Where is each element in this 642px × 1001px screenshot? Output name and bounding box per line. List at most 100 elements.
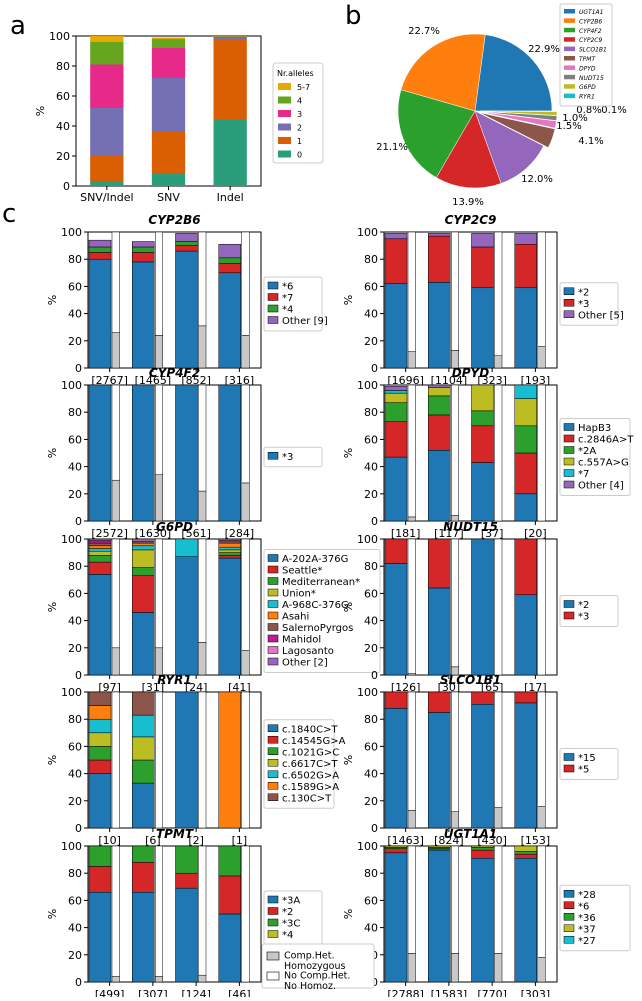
c-dpyd-bar-segment	[385, 403, 407, 422]
c-ugt1a1-bar-segment	[515, 854, 537, 858]
c-dpyd-bar-segment	[515, 385, 537, 399]
a-legend-swatch	[278, 137, 291, 144]
c-dpyd-legend-label: *7	[578, 469, 589, 480]
c-dpyd-bar-segment	[472, 426, 494, 463]
a-ytick-label: 80	[56, 60, 70, 73]
c-dpyd-ytick-label: 80	[364, 406, 378, 419]
pie-legend-label: RYR1	[579, 94, 595, 101]
c-cyp2b6-zyg-nohomoz	[199, 232, 207, 326]
c-ryr1-bar-segment	[89, 760, 111, 774]
c-tpmt-legend-swatch	[268, 919, 278, 926]
c-cyp2b6-ytick-label: 100	[61, 226, 82, 239]
c-cyp2c9-bar-segment	[515, 233, 537, 244]
c-cyp4f2-zyg-nohomoz	[112, 385, 120, 480]
c-cyp2b6-legend-label: *4	[282, 305, 293, 316]
c-ryr1-legend-label: c.1021G>C	[282, 747, 339, 758]
c-cyp2b6-zyg-homoz	[112, 333, 120, 368]
c-cyp2c9-zyg-homoz	[495, 356, 503, 368]
c-g6pd-ytick-label: 80	[68, 560, 82, 573]
c-ryr1-legend-label: c.1589G>A	[282, 782, 339, 793]
zyg-legend-swatch	[267, 972, 279, 980]
c-g6pd-zyg-nohomoz	[112, 539, 120, 648]
c-cyp4f2-ytick-label: 100	[61, 379, 82, 392]
c-ugt1a1-legend-label: *36	[578, 913, 596, 924]
c-ugt1a1-zyg-nohomoz	[538, 846, 546, 958]
c-ryr1-ytick-label: 60	[68, 740, 82, 753]
c-dpyd-legend-swatch	[564, 458, 574, 465]
a-legend-swatch	[278, 151, 291, 158]
panel-label-a: a	[10, 11, 26, 41]
c-dpyd-zyg-nohomoz	[408, 385, 416, 517]
c-dpyd-bar-segment	[428, 388, 450, 396]
c-g6pd-zyg-nohomoz	[242, 539, 250, 651]
c-cyp2c9-bar-segment	[428, 233, 450, 236]
a-bar-0	[214, 120, 247, 186]
a-ytick-label: 40	[56, 120, 70, 133]
c-g6pd-bar-segment	[132, 546, 154, 550]
c-slco1b1-ylabel: %	[342, 755, 355, 765]
c-g6pd-bar-segment	[219, 555, 241, 558]
c-g6pd-legend-swatch	[268, 635, 278, 642]
c-dpyd-ytick-label: 100	[357, 379, 378, 392]
a-bar-5-7	[152, 38, 185, 40]
c-ugt1a1-ylabel: %	[342, 909, 355, 919]
c-nudt15-ytick-label: 80	[364, 560, 378, 573]
c-slco1b1-legend-swatch	[564, 754, 574, 761]
c-slco1b1-zyg-nohomoz	[495, 692, 503, 808]
c-dpyd-legend-label: c.2846A>T	[578, 435, 634, 446]
c-ugt1a1-bar-segment	[472, 847, 494, 850]
c-dpyd-ytick-label: 60	[364, 433, 378, 446]
c-ryr1-bar-segment	[89, 733, 111, 747]
c-nudt15-zyg-nohomoz	[495, 539, 503, 675]
a-bar-4	[152, 39, 185, 48]
c-cyp2b6-ytick-label: 0	[75, 362, 82, 375]
c-cyp2b6-zyg-nohomoz	[155, 232, 163, 335]
c-slco1b1-zyg-homoz	[495, 808, 503, 828]
c-cyp2c9-legend-label: *3	[578, 299, 589, 310]
c-ugt1a1-zyg-homoz	[538, 958, 546, 982]
c-cyp4f2-ytick-label: 60	[68, 433, 82, 446]
c-tpmt-bar-segment	[176, 846, 198, 873]
c-g6pd-bar-segment	[132, 568, 154, 576]
pie-pct-cyp4f2: 21.1%	[376, 142, 408, 153]
pie-legend-swatch	[564, 37, 575, 42]
c-slco1b1-bar-segment	[515, 692, 537, 703]
c-tpmt-ytick-label: 60	[68, 894, 82, 907]
c-g6pd-legend-label: Lagosanto	[282, 646, 334, 657]
zyg-legend-label: No Comp.Het.No Homoz.	[284, 971, 350, 992]
c-dpyd-zyg-nohomoz	[495, 385, 503, 521]
c-g6pd-legend-swatch	[268, 647, 278, 654]
c-ryr1-bar-segment	[132, 760, 154, 783]
c-dpyd-legend-swatch	[564, 424, 574, 431]
c-g6pd-legend-label: Seattle*	[282, 566, 322, 577]
c-ryr1-bar-segment	[89, 692, 111, 706]
c-tpmt-legend-label: *4	[282, 930, 293, 941]
panel-label-c: c	[2, 199, 16, 229]
c-cyp2b6-ytick-label: 60	[68, 280, 82, 293]
c-ryr1-zyg-nohomoz	[242, 692, 250, 828]
pie-legend-swatch	[564, 18, 575, 23]
c-g6pd-ytick-label: 20	[68, 642, 82, 655]
c-slco1b1-ytick-label: 0	[371, 822, 378, 835]
c-cyp2c9-bar-segment	[428, 236, 450, 282]
c-dpyd-bar-segment	[385, 386, 407, 390]
c-cyp4f2-ytick-label: 80	[68, 406, 82, 419]
c-slco1b1-title: SLCO1B1	[440, 673, 501, 687]
c-cyp2b6-ylabel: %	[46, 295, 59, 305]
c-ugt1a1-legend-label: *6	[578, 901, 589, 912]
c-cyp2b6-bar-segment	[132, 262, 154, 368]
c-cyp4f2-ytick-label: 20	[68, 488, 82, 501]
c-ryr1-bar-segment	[132, 737, 154, 760]
c-slco1b1-bar-segment	[428, 692, 450, 712]
c-cyp4f2-count: [2572]	[91, 527, 128, 540]
c-tpmt-bar-segment	[132, 892, 154, 982]
c-ugt1a1-bar-segment	[515, 846, 537, 851]
c-dpyd-legend-label: *2A	[578, 446, 596, 457]
c-g6pd-legend-swatch	[268, 624, 278, 631]
c-g6pd-bar-segment	[89, 555, 111, 562]
pie-pct-g6pd: 0.8%	[576, 105, 601, 116]
c-slco1b1-bar-segment	[472, 704, 494, 828]
c-g6pd-bar-segment	[132, 543, 154, 546]
c-ugt1a1-ytick-label: 60	[364, 894, 378, 907]
c-tpmt-ytick-label: 80	[68, 867, 82, 880]
